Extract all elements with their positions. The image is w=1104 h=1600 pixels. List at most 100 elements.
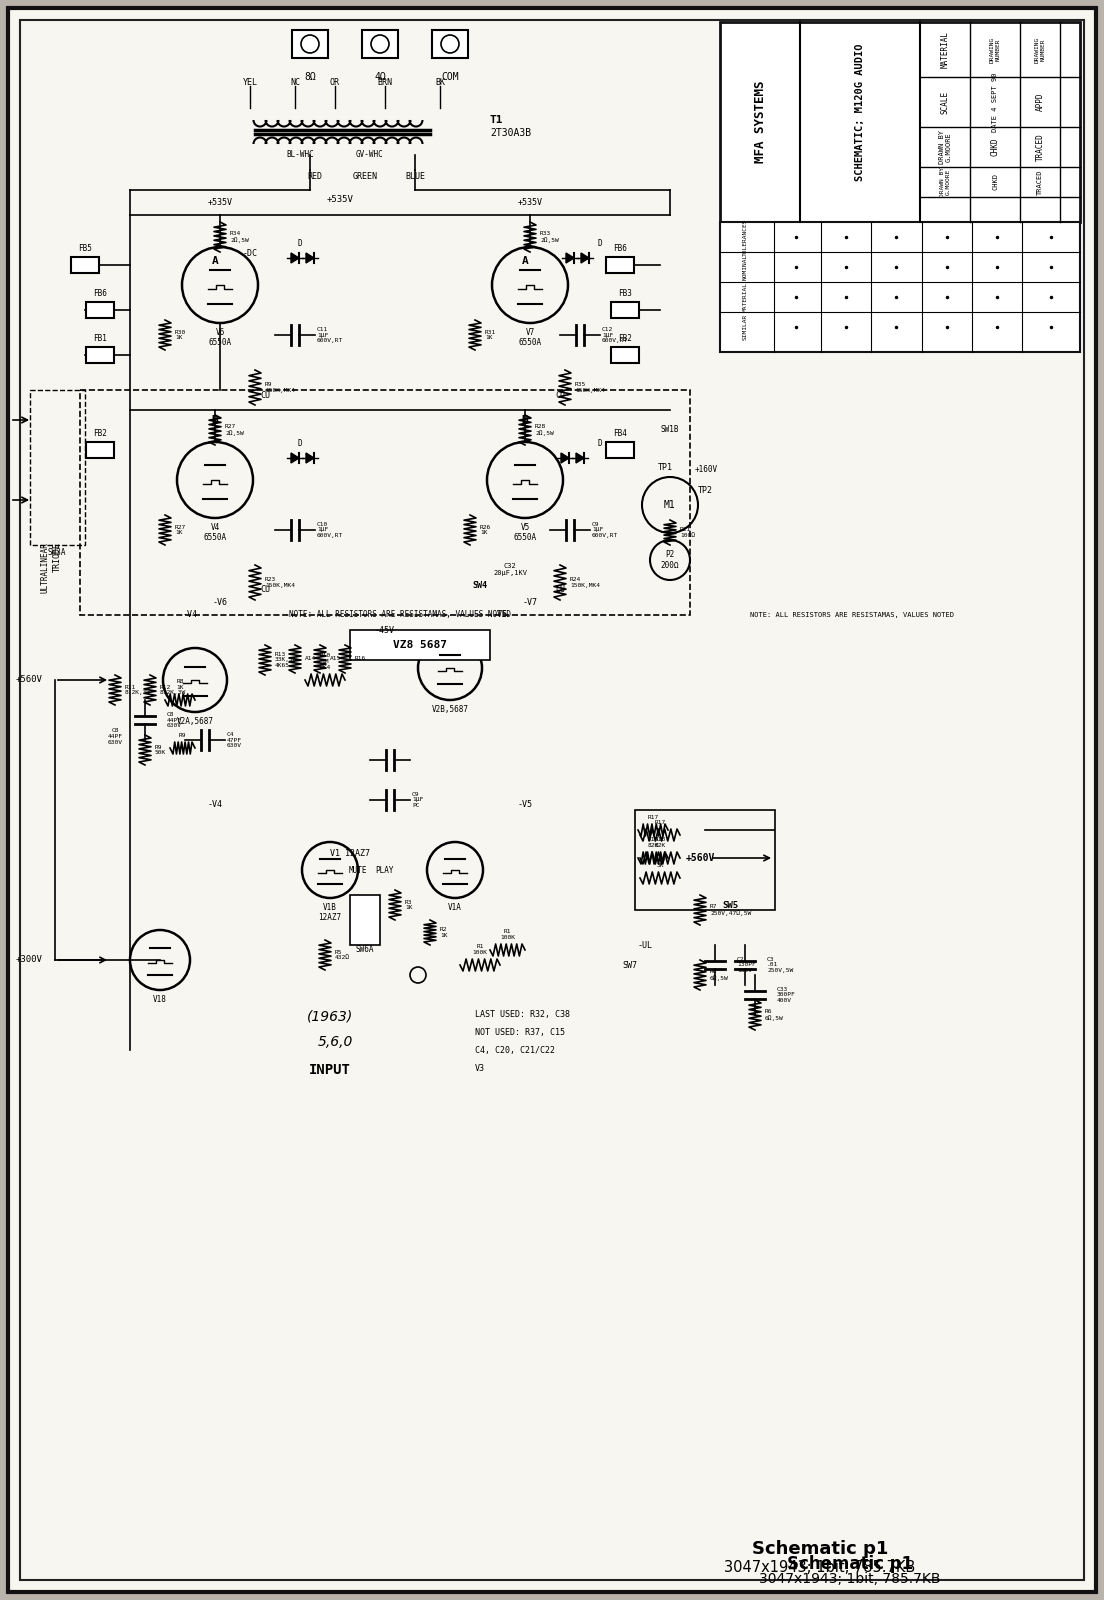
Text: 3047x1943; 1bit, 785.7KB: 3047x1943; 1bit, 785.7KB (760, 1571, 941, 1586)
Text: A: A (521, 256, 529, 266)
Bar (606, 442, 634, 458)
Text: -V6: -V6 (212, 598, 227, 606)
Text: +535V: +535V (208, 198, 233, 206)
Bar (86, 442, 114, 458)
Text: R9: R9 (179, 733, 187, 738)
Polygon shape (566, 253, 574, 262)
Text: R34
2Ω,5W: R34 2Ω,5W (230, 230, 248, 243)
Polygon shape (561, 453, 569, 462)
Polygon shape (291, 253, 299, 262)
Text: R27
2Ω,5W: R27 2Ω,5W (225, 424, 244, 435)
Polygon shape (291, 453, 299, 462)
Text: V6
6550A: V6 6550A (209, 328, 232, 347)
Text: R11
8.2K,3W: R11 8.2K,3W (125, 685, 151, 696)
Text: FB4: FB4 (613, 429, 627, 438)
Text: SIMILAR: SIMILAR (743, 314, 747, 341)
Polygon shape (306, 253, 314, 262)
Text: C4
47PF
630V: C4 47PF 630V (227, 731, 242, 749)
Text: V2A,5687: V2A,5687 (177, 717, 213, 726)
Text: TRACED: TRACED (1037, 170, 1043, 195)
Text: LAST USED: R32, C38: LAST USED: R32, C38 (475, 1010, 570, 1019)
Bar (720, 222, 1080, 352)
Text: R9
150K,MK4: R9 150K,MK4 (265, 382, 295, 394)
Text: INPUT: INPUT (309, 1062, 351, 1077)
Text: 8Ω: 8Ω (304, 72, 316, 82)
Text: V4
6550A: V4 6550A (203, 523, 226, 542)
Text: BLUE: BLUE (405, 171, 425, 181)
Text: R8
1K: R8 1K (177, 678, 183, 690)
Text: -45V: -45V (375, 626, 395, 635)
Polygon shape (306, 453, 314, 462)
Text: P2
200Ω: P2 200Ω (661, 550, 679, 570)
Text: SW7: SW7 (623, 960, 637, 970)
Text: R7
250V,47Ω,5W: R7 250V,47Ω,5W (710, 904, 751, 915)
Text: C4, C20, C21/C22: C4, C20, C21/C22 (475, 1046, 555, 1054)
Text: A14: A14 (305, 656, 316, 661)
Text: 2T30A3B: 2T30A3B (490, 128, 531, 138)
Text: R6
6Ω,5W: R6 6Ω,5W (710, 970, 729, 981)
Text: R10
1M
MK4: R10 1M MK4 (319, 653, 330, 670)
Bar (635, 810, 775, 910)
Text: R18
82K: R18 82K (647, 837, 659, 848)
Text: NOT USED: R37, C15: NOT USED: R37, C15 (475, 1029, 565, 1037)
Text: 3047x1943; 1bit, 785.7KB: 3047x1943; 1bit, 785.7KB (724, 1560, 915, 1574)
Text: CU: CU (261, 586, 270, 595)
Bar (30, 390, 85, 546)
Text: FB2: FB2 (93, 429, 107, 438)
Text: +535V: +535V (327, 195, 353, 203)
Bar (611, 302, 639, 318)
Text: R23
150K,MK4: R23 150K,MK4 (265, 578, 295, 587)
Text: R16: R16 (355, 656, 367, 661)
Polygon shape (581, 253, 590, 262)
Text: R10
3K: R10 3K (655, 858, 666, 867)
Text: DRAWN BY
G.MOORE: DRAWN BY G.MOORE (938, 130, 952, 165)
Text: R21
100Ω: R21 100Ω (680, 526, 696, 538)
Bar (350, 894, 380, 946)
Text: R26
1K: R26 1K (480, 525, 491, 536)
Text: C10
1μF
600V,RT: C10 1μF 600V,RT (317, 522, 343, 538)
Text: OR: OR (330, 78, 340, 86)
Text: TP2: TP2 (698, 486, 712, 494)
Text: MATERIAL: MATERIAL (941, 32, 949, 69)
Text: CHKD: CHKD (990, 138, 999, 157)
Text: +300V: +300V (15, 955, 42, 965)
Bar (71, 258, 99, 274)
Text: V1A: V1A (448, 902, 461, 912)
Text: R27
1K: R27 1K (176, 525, 187, 536)
Bar (720, 22, 1080, 222)
Text: C9
1μF
600V,RT: C9 1μF 600V,RT (592, 522, 618, 538)
Text: VZ8 5687: VZ8 5687 (393, 640, 447, 650)
Text: SW1B: SW1B (661, 426, 679, 435)
Text: Schematic p1: Schematic p1 (787, 1555, 913, 1573)
Bar (611, 347, 639, 363)
Text: B: B (521, 414, 529, 426)
Text: GREEN: GREEN (352, 171, 378, 181)
Bar (350, 630, 490, 659)
Text: SW5: SW5 (722, 901, 739, 909)
Text: SW3A: SW3A (47, 547, 66, 557)
Text: R13
33K,3W
4K65: R13 33K,3W 4K65 (275, 651, 297, 669)
Text: R31
1K: R31 1K (485, 330, 497, 341)
Text: DRAWING
NUMBER: DRAWING NUMBER (989, 37, 1000, 62)
Text: DATE 4 SEPT 90: DATE 4 SEPT 90 (992, 72, 998, 131)
Text: V18: V18 (153, 995, 167, 1005)
Text: FB3: FB3 (618, 290, 631, 298)
Text: -UL: -UL (637, 941, 652, 949)
Text: V1B
12AZ7: V1B 12AZ7 (318, 902, 341, 922)
Text: R30
1K: R30 1K (176, 330, 187, 341)
Text: NOTE: ALL RESISTORS ARE RESISTAMAS, VALUES NOTED: NOTE: ALL RESISTORS ARE RESISTAMAS, VALU… (289, 611, 511, 619)
Text: A: A (212, 256, 219, 266)
Bar (79, 390, 690, 614)
Text: R9
50K: R9 50K (155, 744, 167, 755)
Text: Schematic p1: Schematic p1 (752, 1539, 889, 1558)
Text: R5
432Ω: R5 432Ω (335, 950, 350, 960)
Text: R18
82K: R18 82K (655, 837, 666, 848)
Text: APPD: APPD (1036, 93, 1044, 112)
Bar (362, 30, 399, 58)
Text: DRAWING
NUMBER: DRAWING NUMBER (1034, 37, 1045, 62)
Bar (291, 30, 328, 58)
Text: A15: A15 (330, 656, 341, 661)
Text: C33
300PF
400V: C33 300PF 400V (777, 987, 796, 1003)
Text: R3
1K: R3 1K (405, 899, 413, 910)
Text: C32
20μF,1KV: C32 20μF,1KV (493, 563, 527, 576)
